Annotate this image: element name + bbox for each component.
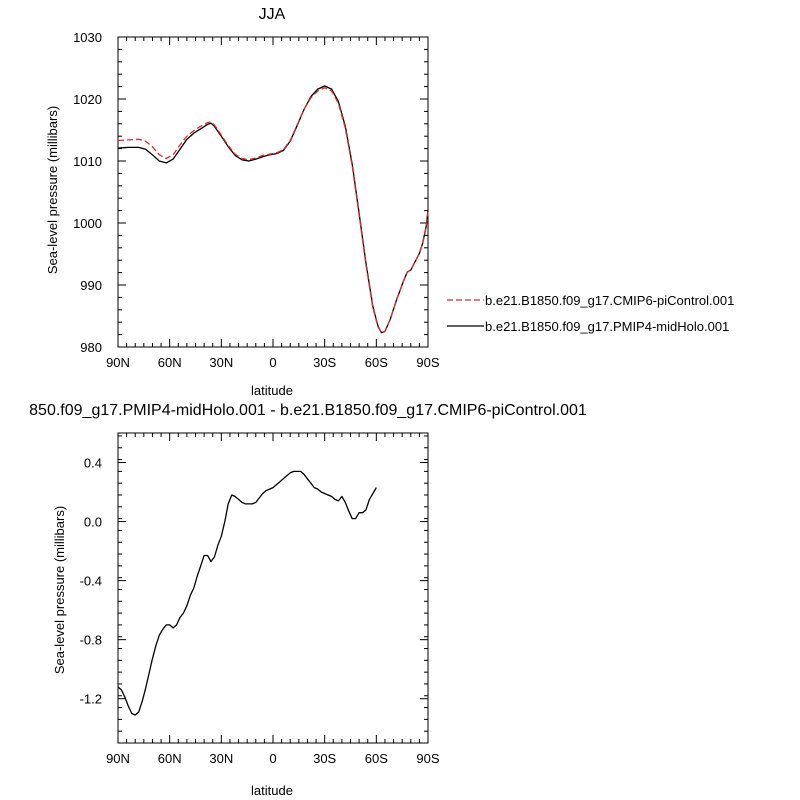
- bottom-x-tick-label: 30S: [313, 751, 336, 766]
- top-x-tick-label: 30S: [313, 355, 336, 370]
- bottom-plot-frame: [117, 432, 429, 744]
- top-x-tick-label: 90N: [106, 355, 130, 370]
- top-y-tick-label: 980: [80, 340, 102, 355]
- bottom-y-tick-label: -0.4: [80, 574, 102, 589]
- bottom-y-tick-label: -1.2: [80, 692, 102, 707]
- top-y-tick-label: 1020: [73, 92, 102, 107]
- top-y-tick-label: 990: [80, 278, 102, 293]
- top-chart-x-axis-label: latitude: [251, 383, 293, 398]
- top-plot-frame: [117, 36, 429, 348]
- top-chart-y-axis-label: Sea-level pressure (millibars): [45, 106, 60, 274]
- bottom-x-tick-label: 60N: [158, 751, 182, 766]
- top-x-tick-label: 60S: [365, 355, 388, 370]
- bottom-chart: 850.f09_g17.PMIP4-midHolo.001 - b.e21.B1…: [29, 402, 587, 798]
- bottom-x-tick-label: 30N: [209, 751, 233, 766]
- top-y-tick-label: 1030: [73, 30, 102, 45]
- bottom-series-line-0: [117, 470, 377, 716]
- bottom-y-tick-label: -0.8: [80, 633, 102, 648]
- bottom-x-tick-label: 0: [269, 751, 276, 766]
- top-series-line-0: [117, 87, 429, 334]
- bottom-x-tick-label: 90N: [106, 751, 130, 766]
- top-x-tick-label: 90S: [416, 355, 439, 370]
- legend-label-midholo: b.e21.B1850.f09_g17.PMIP4-midHolo.001: [485, 319, 729, 334]
- top-chart: JJA 90N 60N 30N 0 30S 60S 90S 980 990 1000 1010 102…: [45, 6, 734, 398]
- top-y-tick-label: 1010: [73, 154, 102, 169]
- top-y-tick-label: 1000: [73, 216, 102, 231]
- top-x-tick-label: 30N: [209, 355, 233, 370]
- legend-label-picontrol: b.e21.B1850.f09_g17.CMIP6-piControl.001: [485, 293, 734, 308]
- bottom-x-tick-label: 90S: [416, 751, 439, 766]
- bottom-y-tick-label: 0.4: [84, 456, 102, 471]
- bottom-chart-y-axis-label: Sea-level pressure (millibars): [52, 506, 67, 674]
- bottom-chart-plot-area: 90N 60N 30N 0 30S 60S 90S 0.4 0.0 -0.4 -0.8 -1.2: [80, 432, 440, 766]
- top-x-tick-label: 0: [269, 355, 276, 370]
- bottom-x-tick-label: 60S: [365, 751, 388, 766]
- top-series-line-1: [117, 85, 429, 334]
- top-chart-legend: b.e21.B1850.f09_g17.CMIP6-piControl.001 …: [447, 293, 734, 334]
- bottom-chart-title: 850.f09_g17.PMIP4-midHolo.001 - b.e21.B1…: [29, 402, 587, 419]
- top-x-tick-label: 60N: [158, 355, 182, 370]
- top-chart-plot-area: 90N 60N 30N 0 30S 60S 90S 980 990 1000 1010 1020 103…: [73, 30, 440, 370]
- bottom-chart-x-axis-label: latitude: [251, 783, 293, 798]
- bottom-y-tick-label: 0.0: [84, 515, 102, 530]
- top-chart-title: JJA: [259, 6, 286, 23]
